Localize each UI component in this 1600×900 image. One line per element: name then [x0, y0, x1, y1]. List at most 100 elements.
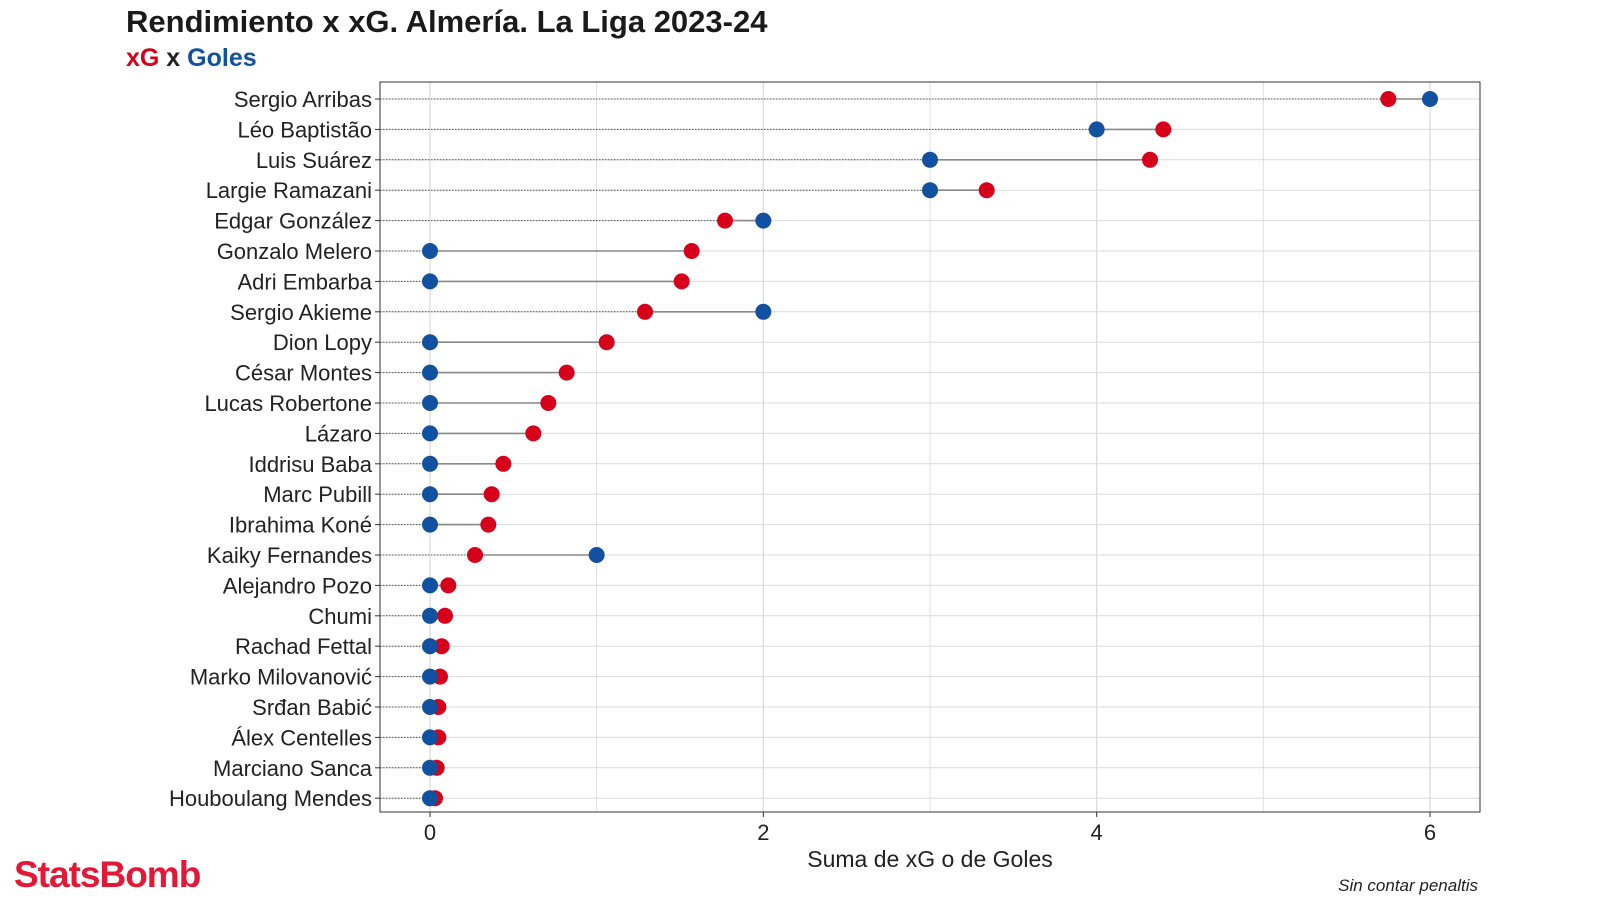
xg-point [433, 638, 450, 655]
goles-point [422, 668, 438, 685]
player-row: Marciano Sanca [213, 756, 445, 781]
player-label: Lázaro [305, 421, 372, 446]
player-row: Álex Centelles [231, 725, 447, 750]
x-tick-label: 4 [1091, 820, 1103, 845]
xg-point [673, 273, 690, 290]
player-label: Dion Lopy [273, 330, 372, 355]
player-row: Largie Ramazani [206, 178, 995, 203]
goles-point [422, 486, 438, 503]
player-row: Ibrahima Koné [229, 513, 497, 538]
player-label: Edgar González [214, 209, 372, 234]
player-row: Lucas Robertone [204, 391, 557, 416]
player-label: Chumi [308, 604, 372, 629]
player-row: Marko Milovanović [190, 665, 448, 690]
chart-subtitle: xG x Goles [126, 44, 257, 73]
goles-point [422, 759, 438, 776]
xg-point [1142, 151, 1158, 168]
x-tick-label: 0 [424, 820, 436, 845]
goles-point [755, 303, 772, 320]
player-row: Kaiky Fernandes [207, 543, 605, 568]
player-row: Rachad Fettal [235, 634, 450, 659]
player-row: Lázaro [305, 421, 542, 446]
player-row: Srđan Babić [252, 695, 447, 720]
player-label: Houboulang Mendes [169, 786, 372, 811]
player-label: Léo Baptistão [237, 117, 372, 142]
goles-point [1088, 121, 1105, 138]
player-row: Alejandro Pozo [223, 573, 457, 598]
player-label: Srđan Babić [252, 695, 372, 720]
subtitle-goles-label: Goles [187, 44, 257, 72]
goles-point [422, 516, 438, 533]
goles-point [422, 334, 438, 351]
goles-point [422, 577, 438, 594]
player-row: Gonzalo Melero [217, 239, 700, 264]
player-label: Ibrahima Koné [229, 513, 372, 538]
player-label: Lucas Robertone [204, 391, 372, 416]
xg-point [440, 577, 457, 594]
player-label: Marc Pubill [263, 482, 372, 507]
statsbomb-logo: StatsBomb [14, 854, 201, 895]
caption: Sin contar penaltis [1338, 876, 1478, 895]
player-label: Sergio Arribas [234, 87, 372, 112]
player-row: Iddrisu Baba [248, 452, 512, 477]
x-tick-label: 6 [1424, 820, 1436, 845]
player-label: César Montes [235, 361, 372, 386]
player-row: Sergio Akieme [230, 300, 772, 325]
goles-point [422, 364, 438, 381]
player-label: Marciano Sanca [213, 756, 373, 781]
player-label: Gonzalo Melero [217, 239, 372, 264]
goles-point [422, 455, 438, 472]
player-label: Kaiky Fernandes [207, 543, 372, 568]
player-row: Edgar González [214, 209, 772, 234]
goles-point [422, 729, 438, 746]
x-axis: 0 2 4 6 [424, 812, 1436, 845]
x-axis-label: Suma de xG o de Goles [807, 846, 1052, 872]
player-label: Luis Suárez [256, 148, 372, 173]
xg-point [558, 364, 575, 381]
xg-point [637, 303, 653, 320]
goles-point [422, 425, 438, 442]
goles-point [422, 607, 438, 624]
goles-point [422, 273, 438, 290]
goles-point [422, 699, 438, 715]
player-row: Léo Baptistão [237, 117, 1172, 142]
chart-title: Rendimiento x xG. Almería. La Liga 2023-… [126, 4, 768, 39]
xg-point [717, 212, 733, 229]
goles-point [922, 182, 938, 199]
rows-layer: Sergio Arribas Léo Baptistão Luis Suárez La… [169, 87, 1438, 811]
player-label: Álex Centelles [231, 725, 372, 750]
goles-point [422, 395, 438, 411]
xg-point [1155, 121, 1172, 138]
xg-point [978, 182, 995, 199]
xg-point [598, 334, 615, 351]
player-label: Alejandro Pozo [223, 573, 372, 598]
xg-point [480, 516, 497, 533]
goles-point [422, 243, 438, 259]
goles-point [922, 151, 938, 168]
goles-point [422, 790, 438, 807]
xg-point [525, 425, 542, 442]
player-label: Marko Milovanović [190, 665, 372, 690]
xg-point [495, 455, 512, 472]
subtitle-separator: x [159, 44, 188, 72]
player-row: Luis Suárez [256, 148, 1158, 173]
player-row: Dion Lopy [273, 330, 615, 355]
player-row: César Montes [235, 361, 575, 386]
player-label: Largie Ramazani [206, 178, 372, 203]
goles-point [755, 212, 772, 229]
player-label: Iddrisu Baba [248, 452, 372, 477]
player-row: Marc Pubill [263, 482, 500, 507]
player-label: Adri Embarba [237, 269, 372, 294]
xg-point [437, 607, 453, 624]
xg-point [540, 395, 557, 411]
goles-point [588, 547, 605, 563]
player-row: Sergio Arribas [234, 87, 1438, 112]
player-row: Adri Embarba [237, 269, 690, 294]
xg-point [683, 243, 700, 259]
subtitle-xg-label: xG [126, 44, 160, 72]
player-row: Houboulang Mendes [169, 786, 443, 811]
player-row: Chumi [308, 604, 453, 629]
goles-point [422, 638, 438, 655]
plot-panel-border [379, 81, 1481, 813]
